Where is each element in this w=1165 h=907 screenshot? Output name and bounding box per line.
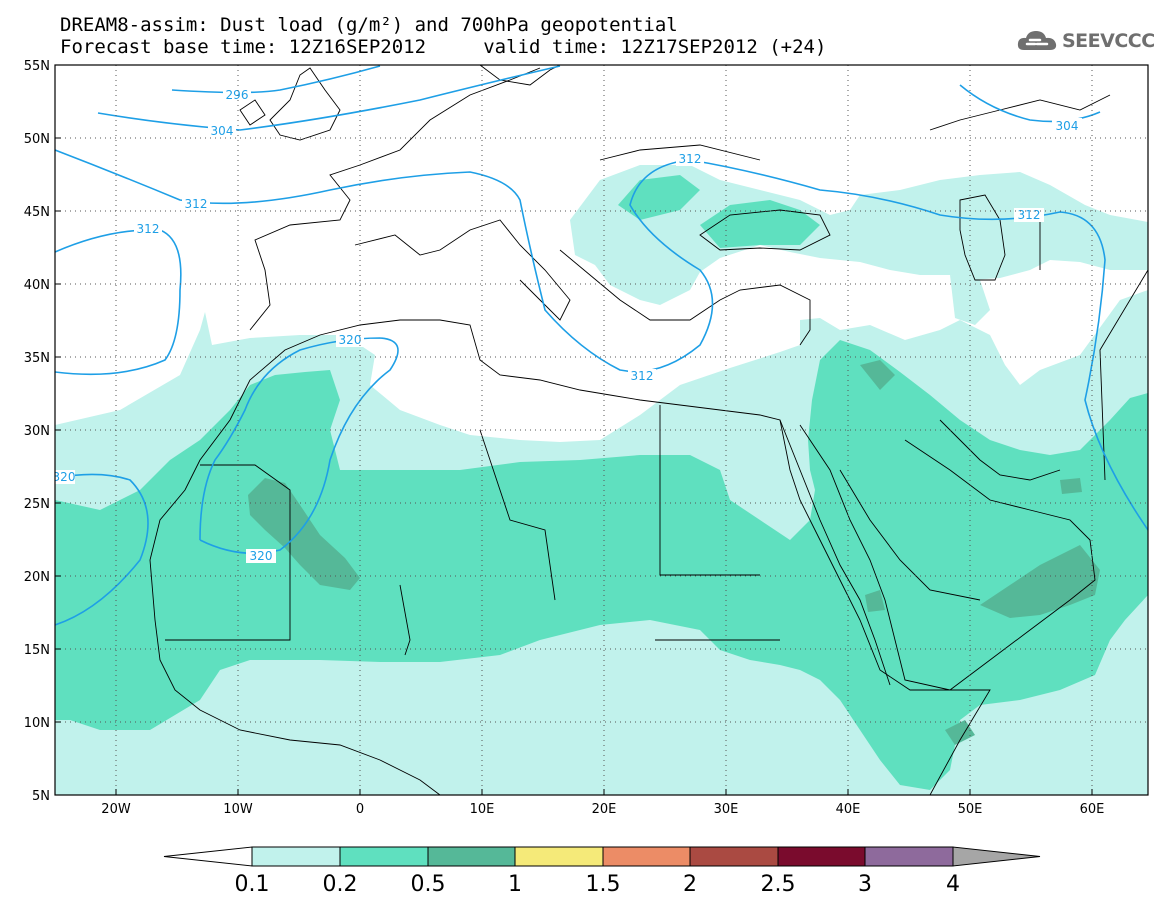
colorbar-tick-label: 1 — [508, 872, 522, 897]
lat-label: 40N — [24, 278, 50, 293]
contour-label: 296 — [223, 88, 251, 102]
lat-label: 10N — [24, 716, 50, 731]
lon-label: 10W — [223, 802, 253, 817]
contour-label: 304 — [1052, 118, 1082, 133]
colorbar-under-triangle — [163, 846, 253, 867]
svg-text:320: 320 — [339, 333, 362, 347]
seevccc-logo: SEEVCCC — [1016, 26, 1155, 56]
lat-label: 55N — [24, 59, 50, 74]
svg-text:312: 312 — [137, 222, 160, 236]
lon-label: 20W — [101, 802, 131, 817]
colorbar: 0.1 0.2 0.5 1 1.5 2 2.5 3 4 — [163, 846, 1041, 897]
colorbar-tick-label: 0.2 — [323, 872, 358, 897]
colorbar-tick-label: 1.5 — [586, 872, 621, 897]
colorbar-tick-label: 0.5 — [411, 872, 446, 897]
svg-text:312: 312 — [679, 152, 702, 166]
svg-text:312: 312 — [631, 369, 654, 383]
lat-label: 45N — [24, 205, 50, 220]
lat-label: 30N — [24, 424, 50, 439]
svg-text:296: 296 — [226, 88, 249, 102]
svg-text:320: 320 — [53, 470, 76, 484]
lon-label: 60E — [1080, 802, 1105, 817]
colorbar-segment — [602, 846, 691, 867]
colorbar-tick-label: 4 — [946, 872, 960, 897]
lat-label: 35N — [24, 351, 50, 366]
colorbar-segment — [427, 846, 516, 867]
lon-label: 30E — [714, 802, 739, 817]
colorbar-segment — [689, 846, 779, 867]
contour-label: 312 — [628, 369, 656, 383]
geopotential-contours — [55, 65, 1148, 626]
contour-label: 312 — [182, 197, 210, 211]
svg-text:304: 304 — [1056, 119, 1079, 133]
contour-label: 320 — [336, 333, 364, 347]
contour-label: 304 — [208, 124, 236, 138]
coastlines-borders — [149, 65, 1148, 795]
contour-label: 312 — [1014, 208, 1044, 222]
contour-label: 312 — [676, 152, 704, 166]
contour-label: 320 — [53, 470, 76, 484]
dust-medium-layer — [55, 175, 1148, 790]
contour-label: 312 — [134, 222, 162, 236]
map-title: DREAM8-assim: Dust load (g/m²) and 700hP… — [60, 14, 678, 36]
colorbar-segment — [251, 846, 341, 867]
axis-ticks — [55, 64, 1093, 796]
lon-label: 0 — [356, 802, 364, 817]
lat-label: 20N — [24, 570, 50, 585]
colorbar-over-triangle — [952, 846, 1041, 867]
map-subtitle: Forecast base time: 12Z16SEP2012 valid t… — [60, 36, 827, 58]
cloud-icon — [1017, 31, 1057, 50]
lat-label: 5N — [32, 789, 50, 804]
svg-text:312: 312 — [185, 197, 208, 211]
logo-text: SEEVCCC — [1062, 30, 1155, 52]
lat-label: 25N — [24, 497, 50, 512]
colorbar-tick-label: 0.1 — [235, 872, 270, 897]
contour-label: 320 — [246, 549, 276, 563]
colorbar-tick-label: 2.5 — [761, 872, 796, 897]
colorbar-segment — [339, 846, 429, 867]
colorbar-segment — [514, 846, 604, 867]
svg-text:320: 320 — [250, 549, 273, 563]
lat-label: 15N — [24, 643, 50, 658]
colorbar-segment — [864, 846, 954, 867]
colorbar-tick-label: 3 — [858, 872, 872, 897]
lon-label: 50E — [958, 802, 983, 817]
lon-label: 40E — [836, 802, 861, 817]
lat-label: 50N — [24, 132, 50, 147]
colorbar-tick-label: 2 — [683, 872, 697, 897]
colorbar-segment — [777, 846, 866, 867]
lon-label: 10E — [470, 802, 495, 817]
graticule — [55, 65, 1148, 795]
lon-label: 20E — [592, 802, 617, 817]
svg-text:312: 312 — [1018, 208, 1041, 222]
svg-text:304: 304 — [211, 124, 234, 138]
